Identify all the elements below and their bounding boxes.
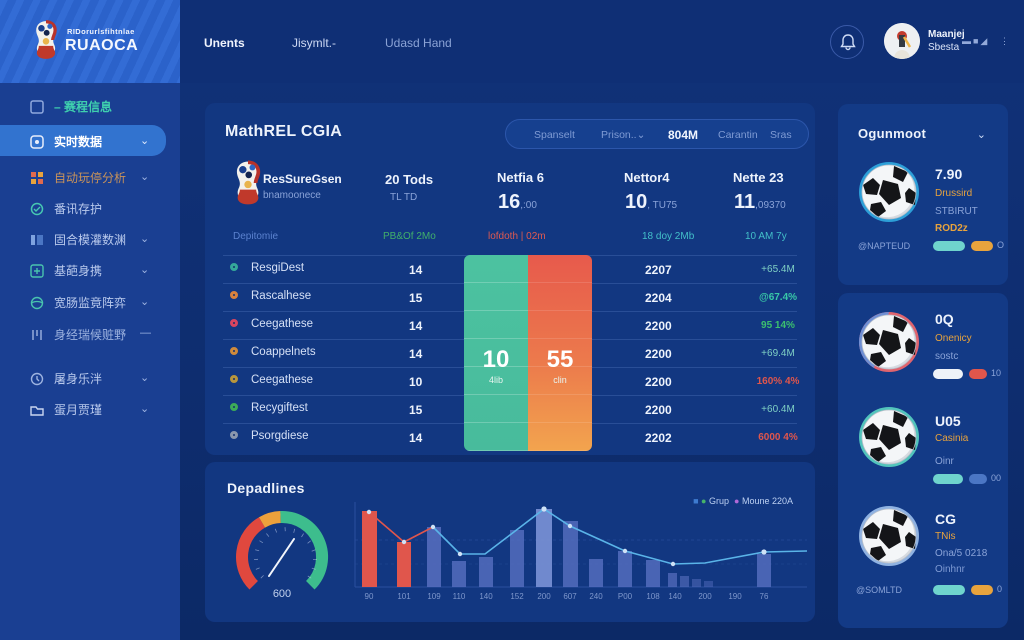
- svg-text:190: 190: [728, 592, 742, 601]
- svg-text:240: 240: [589, 592, 603, 601]
- svg-text:101: 101: [397, 592, 411, 601]
- svg-text:109: 109: [427, 592, 441, 601]
- svg-text:140: 140: [479, 592, 493, 601]
- svg-text:607: 607: [563, 592, 577, 601]
- svg-text:152: 152: [510, 592, 524, 601]
- svg-text:140: 140: [668, 592, 682, 601]
- svg-text:90: 90: [365, 592, 374, 601]
- svg-text:P00: P00: [618, 592, 633, 601]
- svg-text:76: 76: [760, 592, 769, 601]
- svg-text:200: 200: [698, 592, 712, 601]
- svg-text:108: 108: [646, 592, 660, 601]
- svg-text:110: 110: [453, 592, 466, 601]
- svg-text:200: 200: [537, 592, 551, 601]
